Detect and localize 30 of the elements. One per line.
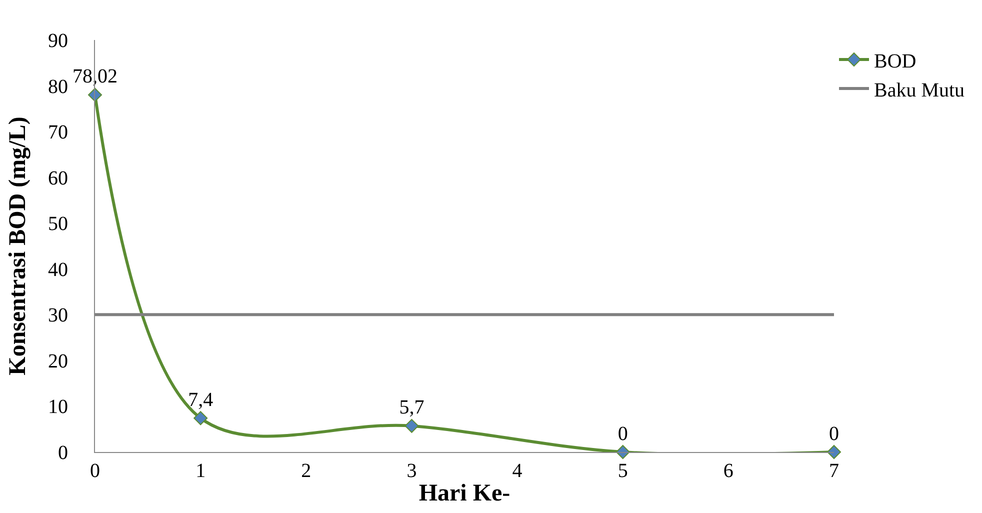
y-tick-label: 60 <box>48 167 68 190</box>
x-tick-label: 0 <box>90 460 100 482</box>
legend-label: BOD <box>874 50 916 72</box>
x-tick-label: 3 <box>406 460 417 482</box>
x-tick-label: 1 <box>196 460 206 482</box>
y-tick-label: 10 <box>48 396 68 418</box>
point <box>404 418 419 433</box>
y-tick-label: 0 <box>58 442 68 464</box>
x-axis-title: Hari Ke- <box>418 480 510 506</box>
x-tick-label: 2 <box>301 460 312 482</box>
point <box>194 411 208 426</box>
y-tick-label: 50 <box>48 213 68 236</box>
y-tick-label: 40 <box>48 258 68 281</box>
x-tick-label: 4 <box>512 460 522 482</box>
y-axis-title: Konsentrasi BOD (mg/L) <box>5 116 32 376</box>
legend-label: Baku Mutu <box>874 79 965 102</box>
data-label: 7,4 <box>188 388 214 411</box>
x-tick-label: 5 <box>618 460 628 482</box>
y-tick-label: 90 <box>48 30 68 52</box>
y-tick-label: 70 <box>48 122 68 144</box>
data-label: 5,7 <box>399 396 424 419</box>
data-label: 78,02 <box>72 66 118 88</box>
x-tick-label: 6 <box>723 460 734 482</box>
y-tick-label: 30 <box>48 304 68 327</box>
data-label: 0 <box>618 422 628 445</box>
y-tick-label: 80 <box>48 76 68 98</box>
point <box>827 445 841 459</box>
x-tick-label: 7 <box>829 460 839 482</box>
y-tick-label: 20 <box>48 350 68 372</box>
data-label: 0 <box>829 422 839 445</box>
